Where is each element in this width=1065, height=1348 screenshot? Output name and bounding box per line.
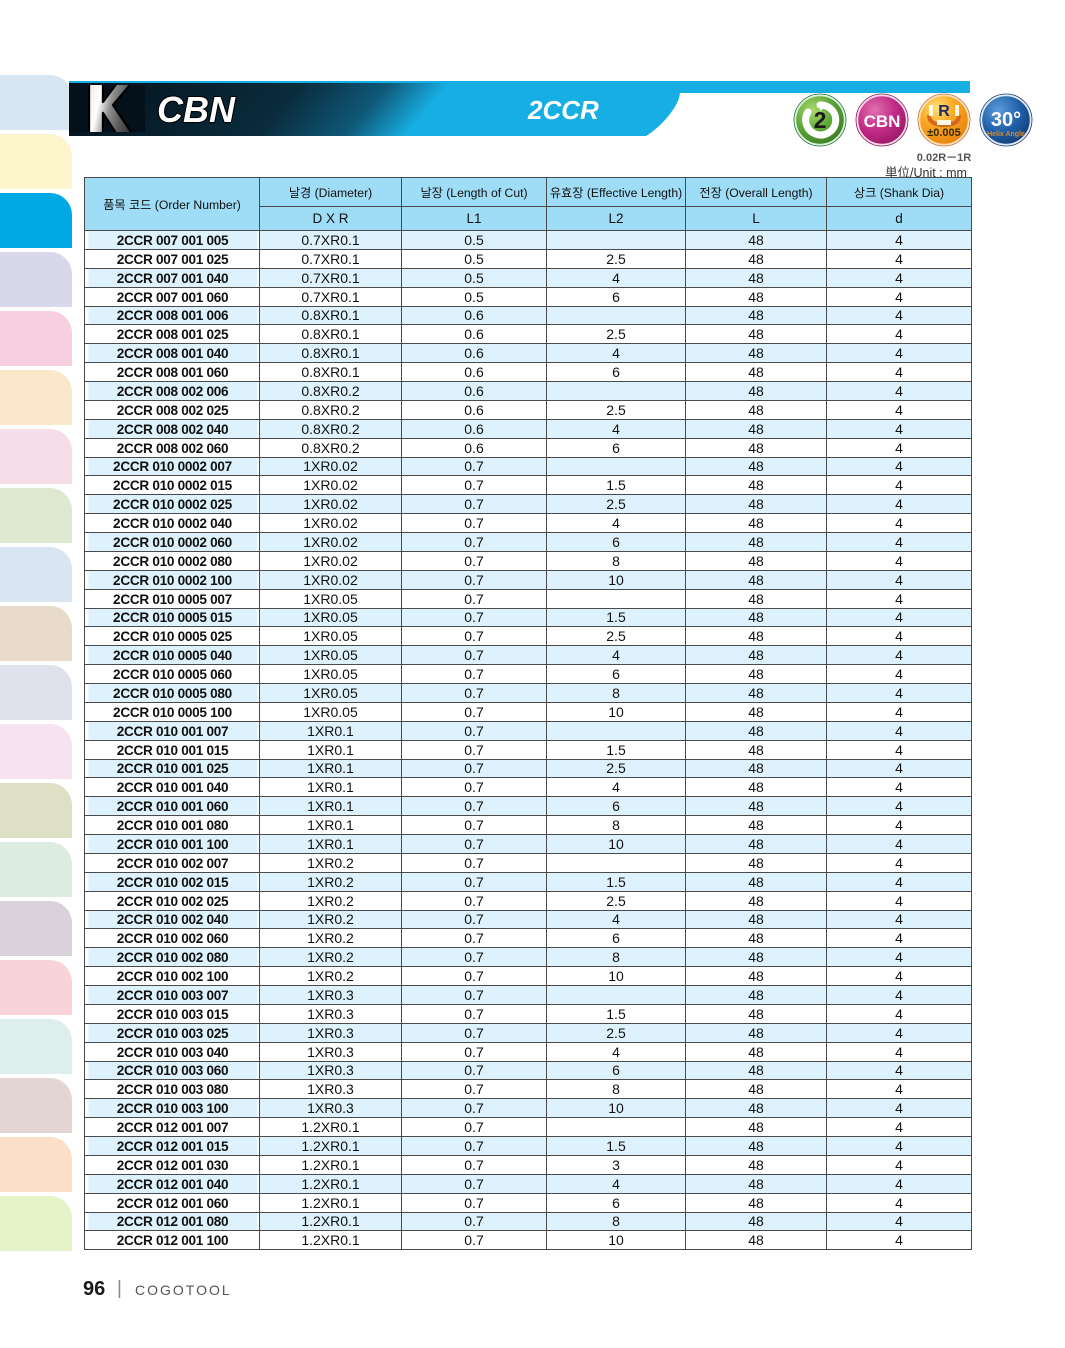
svg-text:30°: 30° [991,109,1021,131]
svg-text:R: R [938,103,950,120]
svg-text:Helix Angle: Helix Angle [987,131,1025,138]
svg-text:2: 2 [814,107,827,133]
svg-text:CBN: CBN [157,89,236,130]
svg-text:CBN: CBN [864,112,901,131]
svg-text:±0.005: ±0.005 [927,127,961,139]
